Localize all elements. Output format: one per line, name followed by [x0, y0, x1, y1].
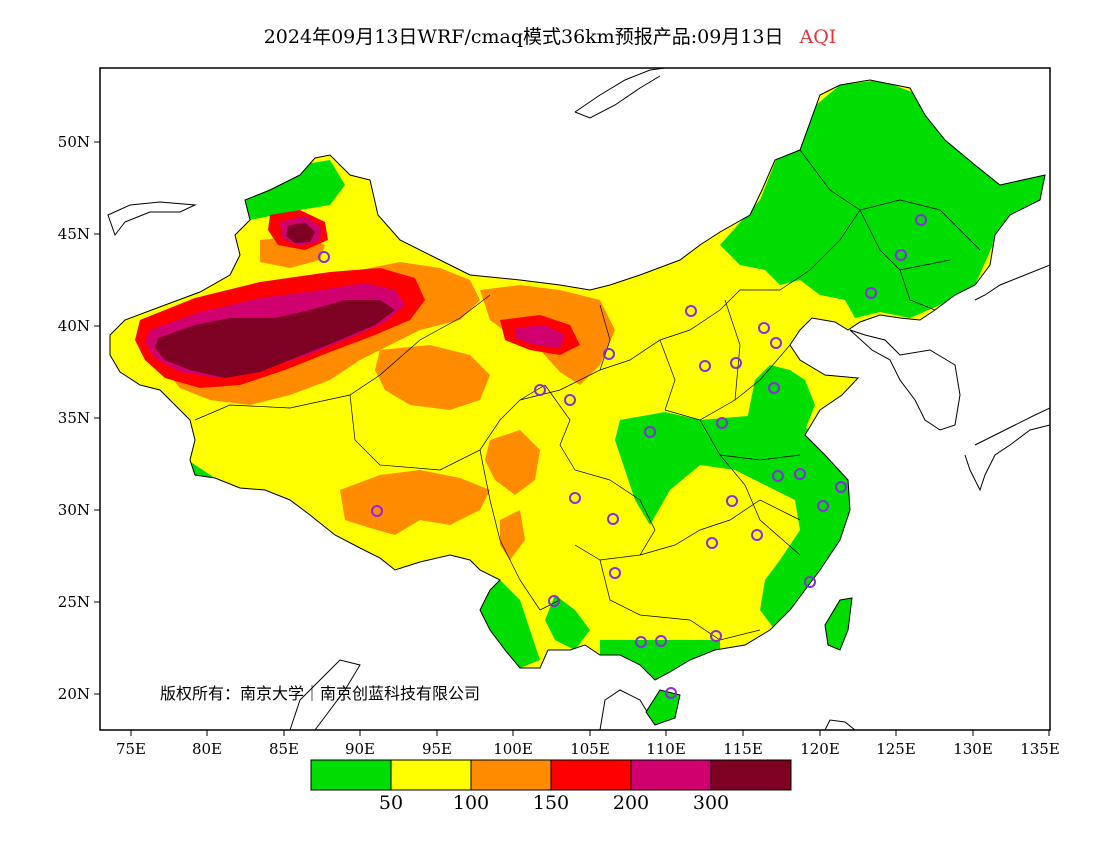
- longitude-labels: 75E 80E 85E 90E 95E 100E 105E 110E 115E …: [116, 740, 1060, 758]
- title-text: 2024年09月13日WRF/cmaq模式36km预报产品:09月13日: [263, 26, 784, 48]
- latitude-labels: 50N 45N 40N 35N 30N 25N 20N: [58, 133, 90, 703]
- legend-label-200: 200: [612, 792, 650, 814]
- lon-label-125e: 125E: [876, 740, 916, 758]
- legend-swatch-sensitive: [470, 759, 552, 791]
- lon-label-95e: 95E: [422, 740, 452, 758]
- lat-label-20n: 20N: [58, 685, 90, 703]
- legend-swatch-unhealthy: [550, 759, 632, 791]
- legend-swatch-good: [310, 759, 392, 791]
- legend-swatch-moderate: [390, 759, 472, 791]
- lon-label-120e: 120E: [800, 740, 840, 758]
- legend-label-150: 150: [532, 792, 570, 814]
- lon-label-90e: 90E: [345, 740, 375, 758]
- legend-swatch-hazardous: [710, 759, 792, 791]
- legend-swatch-very-unhealthy: [630, 759, 712, 791]
- lat-label-50n: 50N: [58, 133, 90, 151]
- map-title: 2024年09月13日WRF/cmaq模式36km预报产品:09月13日 AQI: [0, 22, 1100, 49]
- lon-label-105e: 105E: [570, 740, 610, 758]
- legend-label-50: 50: [378, 792, 404, 814]
- copyright-text: 版权所有：南京大学｜南京创蓝科技有限公司: [160, 684, 481, 703]
- lon-label-100e: 100E: [493, 740, 533, 758]
- lon-label-80e: 80E: [192, 740, 222, 758]
- legend-label-300: 300: [692, 792, 730, 814]
- legend-label-100: 100: [452, 792, 490, 814]
- lon-label-110e: 110E: [646, 740, 686, 758]
- lat-label-30n: 30N: [58, 501, 90, 519]
- lon-label-85e: 85E: [269, 740, 299, 758]
- lon-label-135e: 135E: [1020, 740, 1060, 758]
- title-variable: AQI: [799, 26, 837, 48]
- lat-label-25n: 25N: [58, 593, 90, 611]
- lat-label-45n: 45N: [58, 225, 90, 243]
- lat-label-35n: 35N: [58, 409, 90, 427]
- lon-label-115e: 115E: [723, 740, 763, 758]
- lon-label-75e: 75E: [116, 740, 146, 758]
- legend-threshold-labels: 50 100 150 200 300: [0, 792, 1100, 822]
- lon-label-130e: 130E: [953, 740, 993, 758]
- color-legend: [310, 759, 792, 791]
- lat-label-40n: 40N: [58, 317, 90, 335]
